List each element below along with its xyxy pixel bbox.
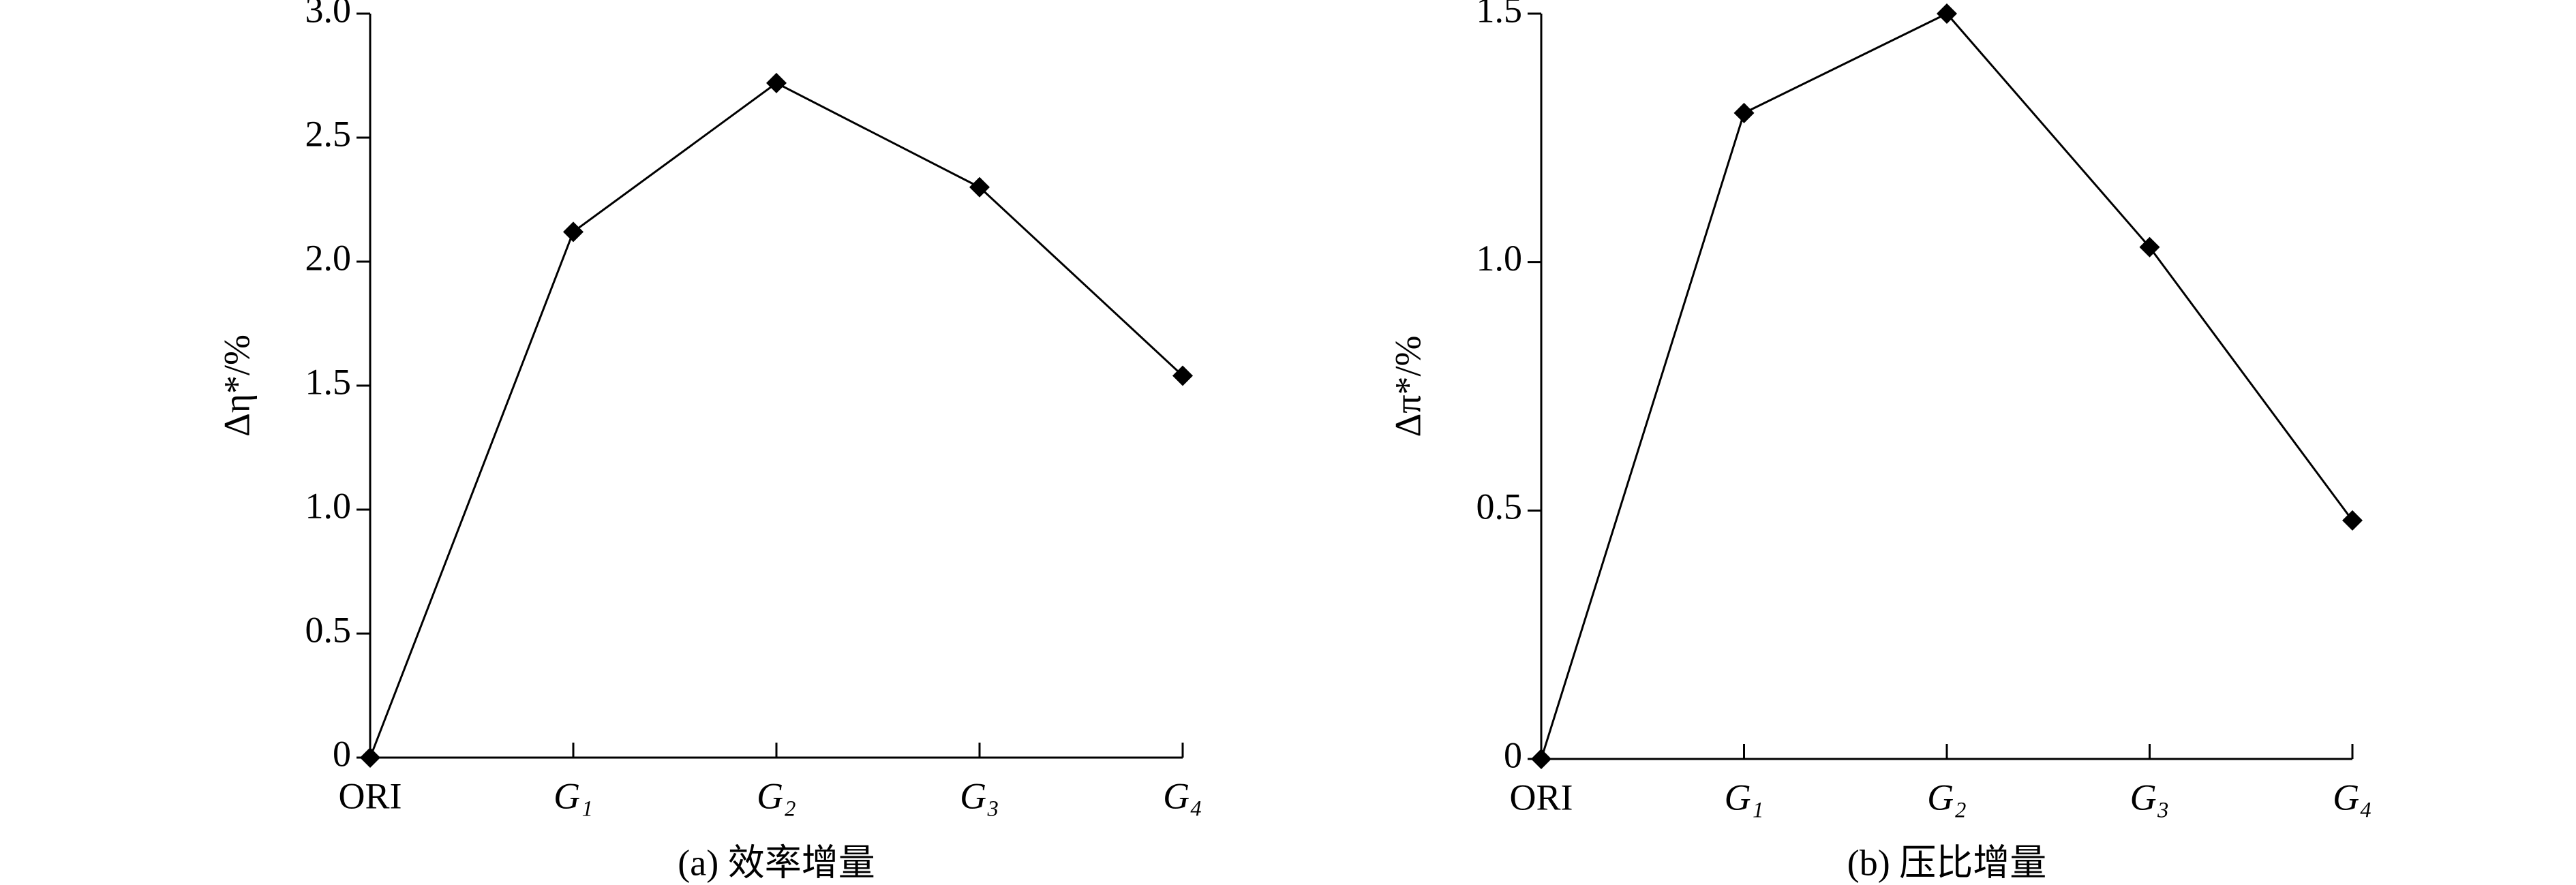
data-point (2139, 236, 2160, 258)
y-tick-label: 2.5 (305, 113, 352, 154)
y-tick-label: 2.0 (305, 237, 352, 278)
x-tick-label: G₄ (1163, 775, 1202, 816)
x-tick-label: G₁ (554, 775, 593, 816)
y-axis-label: Δπ*/% (1387, 336, 1428, 437)
data-point (1937, 3, 1957, 24)
data-point (360, 747, 380, 768)
x-tick-label: G₃ (960, 775, 999, 816)
x-tick-label: ORI (339, 775, 402, 816)
x-tick-label: G₁ (1725, 777, 1764, 818)
y-tick-label: 3.0 (305, 0, 352, 30)
data-point (2342, 510, 2363, 531)
y-tick-label: 1.0 (305, 485, 352, 526)
data-line (1540, 12, 2354, 760)
y-axis-label: Δη*/% (216, 335, 257, 437)
data-line (369, 82, 1184, 758)
y-tick-label: 1.0 (1476, 238, 1523, 279)
y-tick-label: 1.5 (305, 361, 352, 402)
data-point (1172, 365, 1193, 386)
y-tick-label: 0 (1504, 734, 1522, 775)
y-tick-label: 1.5 (1476, 0, 1523, 30)
x-tick-label: G₃ (2130, 777, 2170, 818)
x-tick-label: G₂ (1927, 777, 1967, 818)
caption: (b) 压比增量 (1847, 842, 2046, 883)
y-tick-label: 0.5 (305, 609, 352, 650)
data-point (1531, 749, 1551, 769)
y-tick-label: 0 (333, 733, 351, 774)
caption: (a) 效率增量 (678, 842, 875, 883)
data-point (563, 221, 584, 243)
x-tick-label: G₂ (757, 775, 796, 816)
data-point (766, 72, 787, 93)
data-point (969, 176, 990, 198)
data-point (1733, 102, 1755, 123)
x-tick-label: G₄ (2333, 777, 2372, 818)
x-tick-label: ORI (1510, 777, 1573, 818)
y-tick-label: 0.5 (1476, 486, 1523, 527)
